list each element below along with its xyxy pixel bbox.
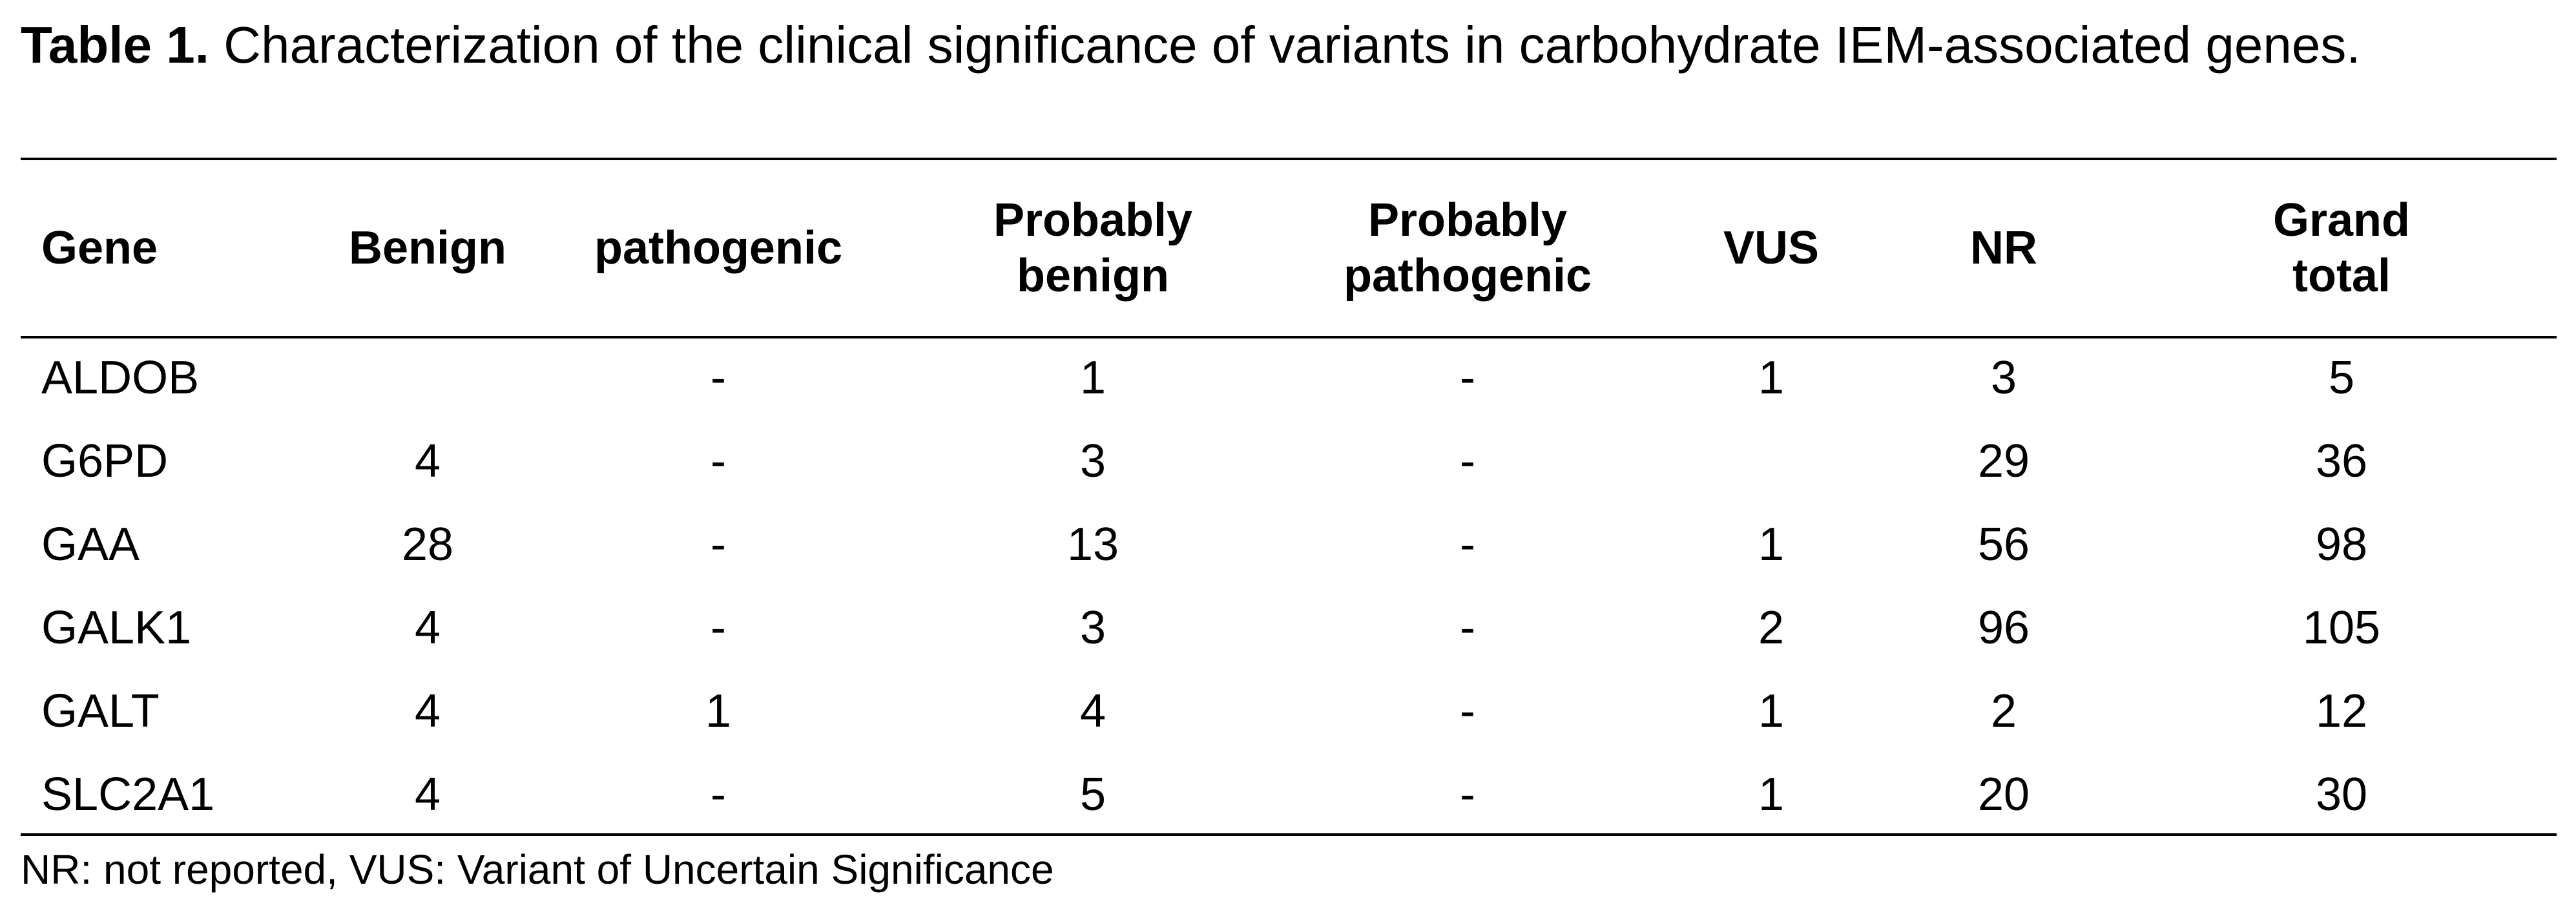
table-cell: 1 bbox=[705, 685, 732, 737]
table-bottom-rule bbox=[21, 833, 2557, 836]
gene-cell: SLC2A1 bbox=[41, 768, 215, 820]
table-caption-label: Table 1. bbox=[21, 16, 209, 74]
column-header: Grand total bbox=[2272, 194, 2411, 302]
table-cell: - bbox=[1460, 518, 1475, 570]
table-row: GAA 28 - 13 - 1 56 98 bbox=[21, 503, 2557, 586]
table-row: GALK1 4 - 3 - 2 96 105 bbox=[21, 586, 2557, 669]
variant-significance-table: Gene Benign pathogenic Probably benign Probab… bbox=[21, 160, 2557, 836]
table-cell: - bbox=[1460, 435, 1475, 487]
table-cell: 12 bbox=[2315, 685, 2368, 737]
table-header-rule bbox=[21, 336, 2557, 338]
table-cell: 5 bbox=[1079, 768, 1106, 820]
table-header: Gene Benign pathogenic Probably benign Probab… bbox=[21, 160, 2557, 336]
table-cell: 4 bbox=[414, 768, 441, 820]
table-cell: 2 bbox=[1758, 601, 1785, 654]
table-cell: - bbox=[1460, 685, 1475, 737]
table-cell: 105 bbox=[2302, 601, 2381, 654]
table-cell: - bbox=[711, 518, 726, 570]
table-cell: 20 bbox=[1977, 768, 2030, 820]
table-cell: 3 bbox=[1079, 435, 1106, 487]
table-cell: 4 bbox=[1079, 685, 1106, 737]
table-row: GALT 4 1 4-1 2 12 bbox=[21, 669, 2557, 753]
column-header: VUS bbox=[1723, 222, 1820, 274]
table-row: G6PD 4 - 3 - 29 36 bbox=[21, 419, 2557, 503]
gene-cell: GALT bbox=[41, 685, 160, 737]
table-cell: 98 bbox=[2315, 518, 2368, 570]
table-caption: Table 1. Characterization of the clinica… bbox=[21, 19, 2361, 71]
table-caption-text: Characterization of the clinical signifi… bbox=[209, 16, 2361, 74]
table-cell: 13 bbox=[1066, 518, 1119, 570]
table-cell: - bbox=[711, 768, 726, 820]
table-cell: 3 bbox=[1079, 601, 1106, 654]
column-header: Probably benign bbox=[993, 194, 1193, 302]
table-cell: 4 bbox=[414, 685, 441, 737]
table-top-rule bbox=[21, 158, 2557, 160]
table-cell: 36 bbox=[2315, 435, 2368, 487]
table-cell: - bbox=[711, 601, 726, 654]
table-row: SLC2A1 4 - 5 - 1 20 30 bbox=[21, 753, 2557, 836]
table-cell: 1 bbox=[1079, 351, 1106, 404]
table-cell: 28 bbox=[401, 518, 454, 570]
table-row: ALDOB - 1 - 1 3 5 bbox=[21, 336, 2557, 419]
header-row: Gene Benign pathogenic Probably benign Probab… bbox=[21, 160, 2557, 336]
column-header: pathogenic bbox=[594, 222, 842, 274]
table-cell: 29 bbox=[1977, 435, 2030, 487]
table-cell: 1 bbox=[1758, 685, 1785, 737]
table-cell: 4 bbox=[414, 601, 441, 654]
table-cell: 3 bbox=[1990, 351, 2017, 404]
table-footnote: NR: not reported, VUS: Variant of Uncert… bbox=[21, 846, 1054, 893]
table-cell: - bbox=[1460, 768, 1475, 820]
table-cell bbox=[1661, 419, 1881, 503]
table-cell: 56 bbox=[1977, 518, 2030, 570]
column-header: NR bbox=[1970, 222, 2037, 274]
table-cell: 4 bbox=[414, 435, 441, 487]
gene-cell: ALDOB bbox=[41, 351, 200, 404]
table-cell: - bbox=[1460, 351, 1475, 404]
table-cell: 1 bbox=[1758, 351, 1785, 404]
table-cell: 5 bbox=[2328, 351, 2355, 404]
gene-cell: GALK1 bbox=[41, 601, 192, 654]
column-header: Gene bbox=[41, 222, 158, 274]
table-cell: - bbox=[711, 435, 726, 487]
table-cell: 1 bbox=[1758, 768, 1785, 820]
gene-cell: GAA bbox=[41, 518, 140, 570]
table-cell: 96 bbox=[1977, 601, 2030, 654]
column-header: Probably pathogenic bbox=[1343, 194, 1592, 302]
gene-cell: G6PD bbox=[41, 435, 169, 487]
column-header: Benign bbox=[349, 222, 506, 274]
table-cell: 1 bbox=[1758, 518, 1785, 570]
table-cell: 30 bbox=[2315, 768, 2368, 820]
table-cell: 2 bbox=[1990, 685, 2017, 737]
table-cell: - bbox=[711, 351, 726, 404]
table-cell: - bbox=[1460, 601, 1475, 654]
table-body: ALDOB -1-1 3 5 G6PD 4-3-29 36 GAA 28-13-1 56 98 GAL… bbox=[21, 336, 2557, 836]
table-cell bbox=[331, 336, 525, 419]
